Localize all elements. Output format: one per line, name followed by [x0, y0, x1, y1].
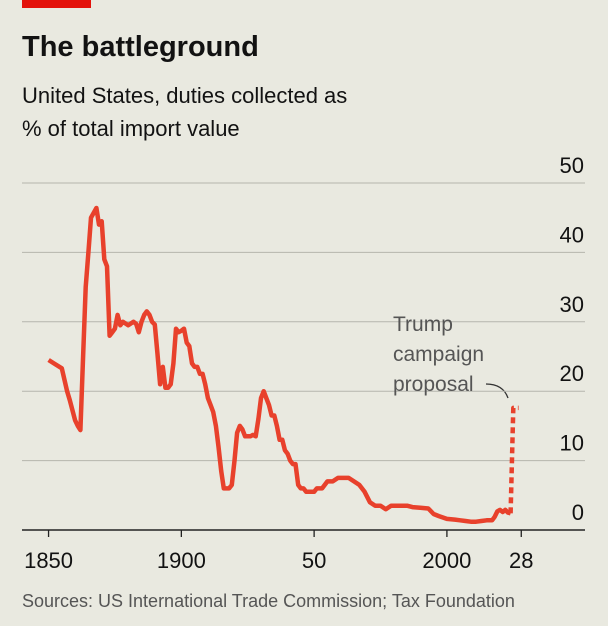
subtitle: % of total import value	[22, 116, 240, 141]
annotation-connector	[485, 383, 509, 399]
y-tick-label: 0	[572, 500, 584, 525]
data-line	[508, 405, 519, 514]
subtitle: United States, duties collected as	[22, 83, 347, 108]
y-tick-label: 40	[560, 222, 584, 247]
annotation: Trump	[393, 313, 453, 336]
y-tick-label: 20	[560, 361, 584, 386]
x-tick-label: 2000	[422, 548, 471, 573]
annotation: proposal	[393, 373, 474, 396]
y-tick-label: 50	[560, 153, 584, 178]
annotation: campaign	[393, 343, 484, 366]
y-tick-label: 30	[560, 292, 584, 317]
source: Sources: US International Trade Commissi…	[22, 591, 515, 611]
x-tick-label: 28	[509, 548, 533, 573]
chart-title: The battleground	[22, 31, 259, 63]
x-tick-label: 1900	[157, 548, 206, 573]
x-tick-label: 1850	[24, 548, 73, 573]
red-tag	[22, 0, 91, 8]
data-line	[47, 205, 512, 524]
x-tick-label: 50	[302, 548, 326, 573]
y-tick-label: 10	[560, 431, 584, 456]
